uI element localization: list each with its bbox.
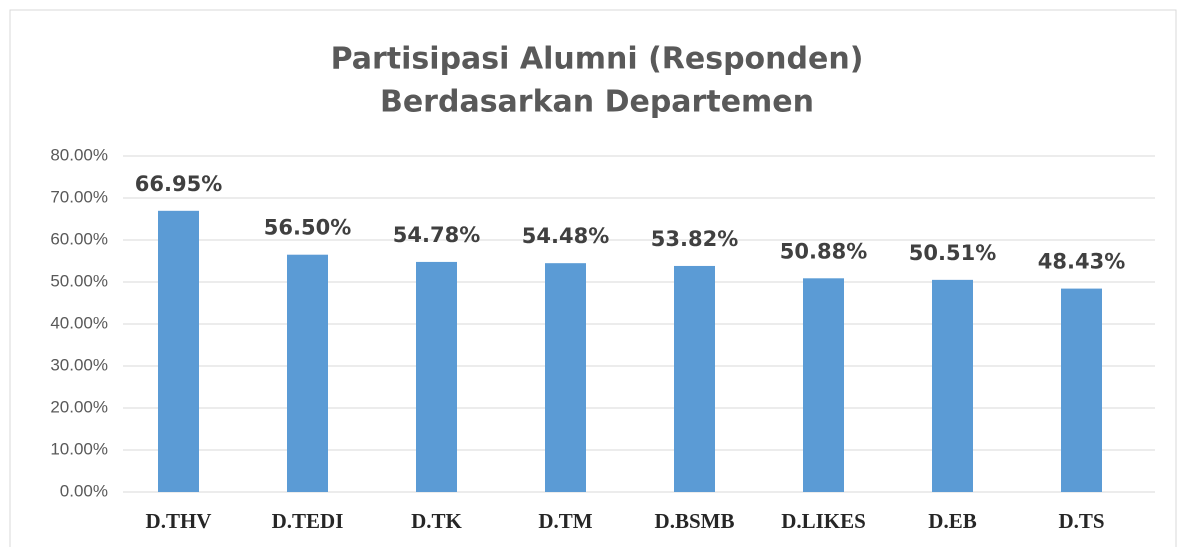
bar xyxy=(287,254,328,492)
x-tick-label: D.THV xyxy=(146,509,212,533)
data-label: 56.50% xyxy=(264,216,351,240)
data-label: 66.95% xyxy=(135,172,222,196)
y-tick-label: 40.00% xyxy=(50,313,108,332)
data-label: 50.51% xyxy=(909,241,996,265)
y-tick-label: 20.00% xyxy=(50,397,108,416)
data-label: 53.82% xyxy=(651,227,738,251)
y-tick-label: 70.00% xyxy=(50,187,108,206)
x-tick-label: D.EB xyxy=(928,509,976,533)
y-tick-label: 80.00% xyxy=(50,145,108,164)
x-tick-label: D.TEDI xyxy=(272,509,344,533)
bar xyxy=(158,210,199,492)
bar xyxy=(545,263,586,492)
data-label: 50.88% xyxy=(780,239,867,263)
x-tick-label: D.LIKES xyxy=(781,509,866,533)
chart-title: Berdasarkan Departemen xyxy=(380,85,814,120)
y-tick-label: 60.00% xyxy=(50,229,108,248)
y-tick-label: 10.00% xyxy=(50,439,108,458)
bar xyxy=(803,278,844,492)
y-tick-label: 30.00% xyxy=(50,355,108,374)
data-label: 54.48% xyxy=(522,224,609,248)
chart-border xyxy=(9,9,1177,547)
data-label: 54.78% xyxy=(393,223,480,247)
bar xyxy=(674,265,715,492)
data-label: 48.43% xyxy=(1038,250,1125,274)
chart-title: Partisipasi Alumni (Responden) xyxy=(331,42,864,77)
bar xyxy=(932,279,973,492)
x-tick-label: D.TM xyxy=(538,509,592,533)
bar xyxy=(1061,288,1102,492)
x-tick-label: D.TK xyxy=(411,509,462,533)
x-tick-label: D.BSMB xyxy=(655,509,735,533)
x-tick-label: D.TS xyxy=(1058,509,1104,533)
bar xyxy=(416,261,457,492)
y-tick-label: 0.00% xyxy=(60,481,108,500)
y-tick-label: 50.00% xyxy=(50,271,108,290)
